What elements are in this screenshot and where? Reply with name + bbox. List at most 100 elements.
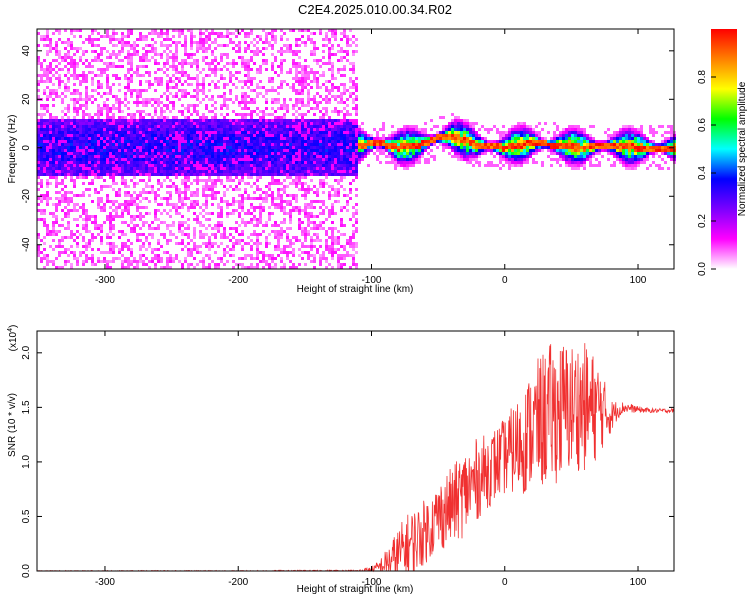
spectrogram-cell [73,98,76,101]
spectrogram-cell [268,122,271,125]
spectrogram-cell [346,173,349,176]
spectrogram-cell [190,182,193,185]
spectrogram-cell [172,125,175,128]
spectrogram-cell [175,257,178,260]
spectrogram-cell [328,149,331,152]
spectrogram-cell [247,59,250,62]
spectrogram-cell [295,182,298,185]
spectrogram-cell [253,50,256,53]
spectrogram-cell [196,194,199,197]
spectrogram-cell [187,170,190,173]
spectrogram-cell [247,125,250,128]
spectrogram-cell [88,122,91,125]
spectrogram-cell [235,44,238,47]
spectrogram-cell [313,59,316,62]
spectrogram-cell [130,134,133,137]
spectrogram-cell [244,101,247,104]
spectrogram-cell [67,110,70,113]
spectrogram-cell [148,113,151,116]
spectrogram-cell [301,131,304,134]
spectrogram-cell [268,257,271,260]
spectrogram-cell [124,221,127,224]
spectrogram-cell [292,152,295,155]
spectrogram-cell [301,182,304,185]
spectrogram-cell [118,257,121,260]
spectrogram-cell [181,131,184,134]
spectrogram-cell [340,119,343,122]
spectrogram-cell [166,68,169,71]
spectrogram-cell [175,116,178,119]
spectrogram-cell [352,245,355,248]
spectrogram-cell [154,50,157,53]
spectrogram-cell [301,104,304,107]
spectrogram-cell [253,152,256,155]
spectrogram-cell [145,71,148,74]
spectrogram-cell [88,113,91,116]
spectrogram-cell [106,65,109,68]
spectrogram-cell [169,77,172,80]
spectrogram-cell [190,152,193,155]
spectrogram-cell [40,164,43,167]
spectrogram-cell [319,125,322,128]
spectrogram-cell [286,245,289,248]
spectrogram-cell [52,212,55,215]
spectrogram-cell [235,173,238,176]
spectrogram-cell [175,44,178,47]
spectrogram-cell [343,152,346,155]
spectrogram-cell [169,140,172,143]
spectrogram-cell [259,146,262,149]
spectrogram-cell [337,89,340,92]
spectrogram-cell [277,158,280,161]
spectrogram-cell [187,173,190,176]
spectrogram-cell [328,245,331,248]
spectrogram-cell [208,173,211,176]
spectrogram-cell [88,140,91,143]
spectrogram-cell [97,203,100,206]
spectrogram-cell [235,221,238,224]
spectrogram-cell [349,92,352,95]
spectrogram-cell [118,146,121,149]
spectrogram-cell [319,161,322,164]
spectrogram-cell [319,119,322,122]
spectrogram-cell [220,113,223,116]
spectrogram-cell [193,167,196,170]
spectrogram-cell [316,170,319,173]
spectrogram-cell [139,134,142,137]
spectrogram-cell [178,188,181,191]
spectrogram-cell [256,83,259,86]
spectrogram-cell [280,86,283,89]
spectrogram-cell [193,206,196,209]
spectrogram-cell [232,173,235,176]
spectrogram-cell [106,137,109,140]
spectrogram-cell [91,83,94,86]
spectrogram-cell [139,74,142,77]
spectrogram-cell [181,128,184,131]
spectrogram-cell [259,176,262,179]
spectrogram-cell [283,170,286,173]
spectrogram-cell [325,80,328,83]
spectrogram-cell [121,128,124,131]
spectrogram-cell [109,170,112,173]
spectrogram-cell [283,122,286,125]
spectrogram-cell [130,140,133,143]
spectrogram-cell [46,77,49,80]
spectrogram-cell [214,32,217,35]
spectrogram-cell [223,77,226,80]
spectrogram-cell [196,221,199,224]
spectrogram-cell [85,215,88,218]
spectrogram-cell [88,257,91,260]
spectrogram-cell [262,206,265,209]
spectrogram-cell [223,146,226,149]
spectrogram-cell [139,191,142,194]
spectrogram-cell [64,155,67,158]
spectrogram-cell [334,191,337,194]
spectrogram-cell [220,137,223,140]
spectrogram-cell [112,152,115,155]
spectrogram-cell [262,167,265,170]
spectrogram-cell [88,170,91,173]
spectrogram-cell [172,95,175,98]
spectrogram-cell [283,158,286,161]
spectrogram-cell [214,131,217,134]
spectrogram-cell [52,128,55,131]
spectrogram-cell [64,152,67,155]
